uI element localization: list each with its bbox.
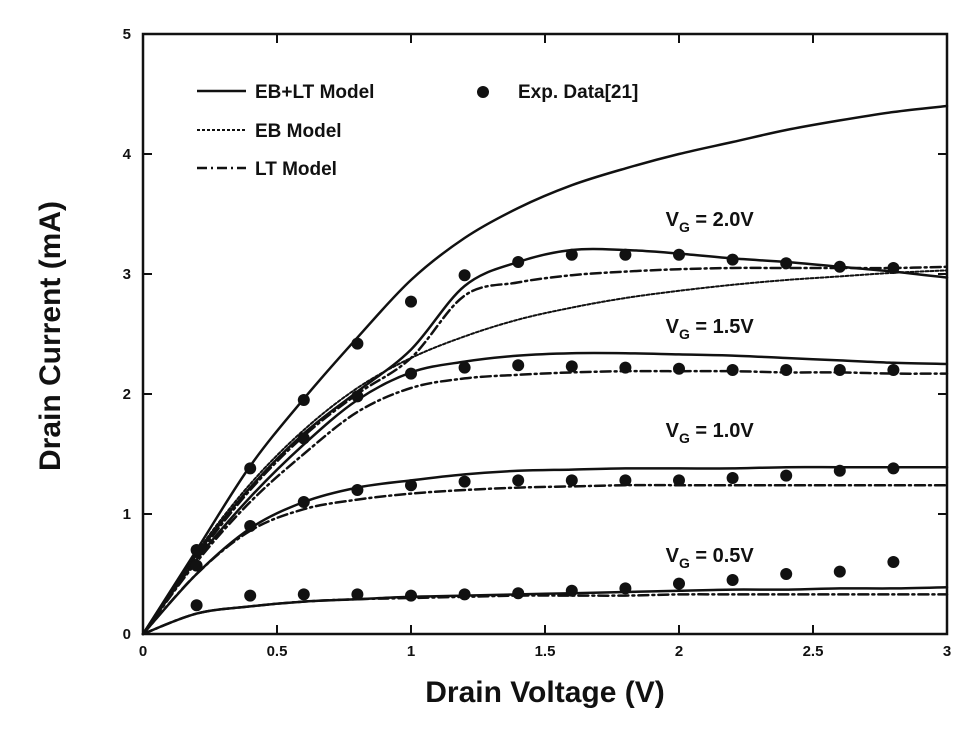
exp-point-vg-1-0v bbox=[833, 464, 846, 477]
exp-point-vg-0-5v bbox=[351, 588, 364, 601]
exp-point-vg-1-5v bbox=[887, 364, 900, 376]
x-axis-label: Drain Voltage (V) bbox=[425, 676, 664, 709]
curve-eb-lt-model-2-0v bbox=[141, 247, 949, 636]
curve-eb-lt-model-1-0v bbox=[141, 465, 949, 636]
gate-voltage-label: VG = 1.5V bbox=[666, 316, 755, 342]
exp-point-vg-0-5v bbox=[244, 589, 257, 602]
x-axis-ticks: 0 0.5 1 1.5 2 2.5 3 bbox=[139, 34, 951, 660]
y-axis-label: Drain Current (mA) bbox=[34, 201, 67, 471]
exp-point-vg-1-0v bbox=[297, 496, 310, 508]
model-curves bbox=[141, 104, 949, 636]
exp-point-vg-1-5v bbox=[619, 361, 632, 374]
y-tick-label: 4 bbox=[123, 146, 132, 163]
exp-point-vg-2-0v bbox=[351, 337, 364, 350]
exp-point-vg-0-5v bbox=[512, 587, 525, 600]
x-tick-label: 2 bbox=[675, 643, 683, 660]
x-tick-label: 3 bbox=[943, 643, 951, 660]
exp-point-vg-2-0v bbox=[297, 394, 310, 406]
exp-point-vg-2-0v bbox=[405, 295, 417, 308]
legend-label-eb: EB Model bbox=[255, 121, 342, 142]
exp-point-vg-1-0v bbox=[780, 469, 793, 482]
exp-point-vg-1-5v bbox=[726, 364, 739, 376]
exp-point-vg-1-5v bbox=[833, 364, 846, 376]
exp-point-vg-2-0v bbox=[190, 544, 203, 556]
exp-point-vg-2-0v bbox=[780, 257, 793, 270]
legend-swatch-exp bbox=[477, 86, 489, 98]
exp-point-vg-1-0v bbox=[405, 479, 417, 492]
exp-point-vg-1-0v bbox=[512, 474, 525, 487]
exp-point-vg-1-5v bbox=[351, 390, 364, 403]
exp-point-vg-2-0v bbox=[244, 462, 257, 475]
exp-point-vg-0-5v bbox=[405, 589, 417, 602]
exp-point-vg-0-5v bbox=[780, 568, 793, 580]
exp-point-vg-1-5v bbox=[512, 359, 525, 372]
exp-point-vg-2-0v bbox=[833, 260, 846, 273]
exp-point-vg-1-0v bbox=[351, 484, 364, 496]
exp-point-vg-0-5v bbox=[458, 588, 471, 601]
exp-point-vg-1-5v bbox=[780, 364, 793, 376]
y-tick-label: 0 bbox=[123, 626, 131, 643]
exp-point-vg-0-5v bbox=[619, 582, 632, 595]
x-tick-label: 1.5 bbox=[535, 643, 556, 660]
curve-eb-model-2-0v bbox=[142, 269, 948, 635]
x-tick-label: 2.5 bbox=[803, 643, 824, 660]
curve-lt-model-2-0v bbox=[141, 265, 949, 636]
exp-point-vg-1-5v bbox=[458, 361, 471, 374]
curve-lt-model-1-5v bbox=[141, 369, 949, 636]
curve-eb-lt-model-2-0v bbox=[141, 104, 949, 636]
exp-point-vg-1-0v bbox=[244, 520, 257, 532]
x-tick-label: 1 bbox=[407, 643, 415, 660]
exp-point-vg-2-0v bbox=[726, 253, 739, 266]
gate-voltage-labels: VG = 2.0V VG = 1.5V VG = 1.0V VG = 0.5V bbox=[666, 209, 755, 571]
y-tick-label: 3 bbox=[123, 266, 131, 283]
exp-point-vg-0-5v bbox=[887, 556, 900, 568]
y-tick-label: 5 bbox=[123, 26, 131, 43]
exp-point-vg-1-0v bbox=[726, 472, 739, 484]
x-tick-label: 0 bbox=[139, 643, 147, 660]
exp-point-vg-2-0v bbox=[673, 248, 685, 261]
exp-point-vg-2-0v bbox=[565, 248, 578, 261]
y-tick-label: 1 bbox=[123, 506, 131, 523]
exp-point-vg-1-0v bbox=[458, 475, 471, 488]
exp-point-vg-0-5v bbox=[297, 588, 310, 601]
exp-point-vg-1-0v bbox=[887, 462, 900, 475]
gate-voltage-label: VG = 1.0V bbox=[666, 420, 755, 446]
legend-label-lt: LT Model bbox=[255, 159, 337, 180]
exp-point-vg-0-5v bbox=[673, 577, 685, 590]
legend-label-exp: Exp. Data[21] bbox=[518, 82, 638, 103]
exp-point-vg-1-0v bbox=[565, 474, 578, 487]
exp-point-vg-2-0v bbox=[512, 256, 525, 268]
exp-point-vg-1-0v bbox=[619, 474, 632, 487]
exp-point-vg-1-5v bbox=[565, 360, 578, 373]
curve-lt-model-1-0v bbox=[141, 483, 949, 636]
exp-point-vg-0-5v bbox=[833, 565, 846, 578]
exp-point-vg-0-5v bbox=[726, 574, 739, 586]
exp-point-vg-1-5v bbox=[405, 367, 417, 380]
exp-point-vg-1-0v bbox=[190, 559, 203, 572]
gate-voltage-label: VG = 0.5V bbox=[666, 545, 755, 571]
gate-voltage-label: VG = 2.0V bbox=[666, 209, 755, 235]
exp-point-vg-2-0v bbox=[458, 269, 471, 282]
exp-point-vg-0-5v bbox=[190, 599, 203, 612]
exp-point-vg-1-5v bbox=[673, 362, 685, 375]
legend: EB+LT Model Exp. Data[21] EB Model LT Mo… bbox=[197, 82, 638, 180]
curve-lt-model-0-5v bbox=[141, 593, 949, 636]
y-axis-ticks: 0 1 2 3 4 5 bbox=[123, 26, 947, 643]
exp-point-vg-1-0v bbox=[673, 474, 685, 487]
curve-eb-lt-model-1-5v bbox=[141, 351, 949, 636]
experimental-points bbox=[190, 248, 900, 612]
exp-point-vg-1-5v bbox=[297, 432, 310, 445]
curve-eb-lt-model-0-5v bbox=[141, 585, 949, 636]
exp-point-vg-0-5v bbox=[565, 584, 578, 597]
y-tick-label: 2 bbox=[123, 386, 131, 403]
exp-point-vg-2-0v bbox=[887, 262, 900, 274]
exp-point-vg-2-0v bbox=[619, 248, 632, 261]
legend-label-eb-lt: EB+LT Model bbox=[255, 82, 374, 103]
x-tick-label: 0.5 bbox=[267, 643, 288, 660]
